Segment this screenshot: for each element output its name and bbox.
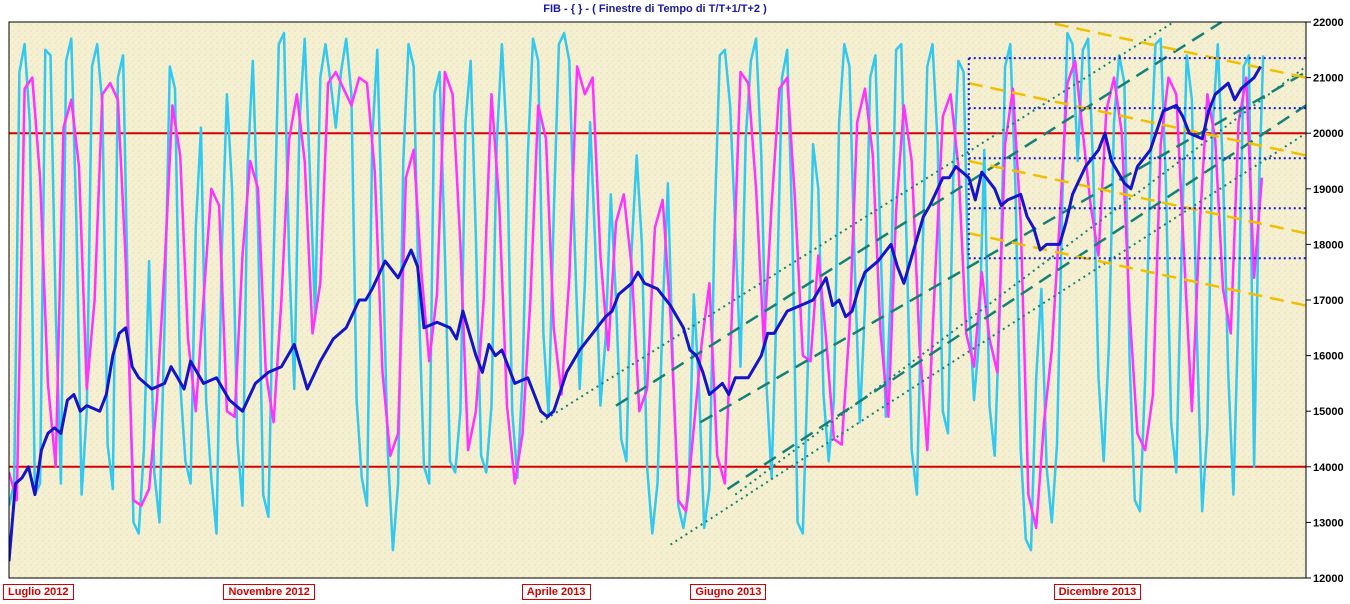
y-tick-label: 14000 [1313, 462, 1344, 474]
y-tick-label: 21000 [1313, 73, 1344, 85]
date-label: Aprile 2013 [521, 584, 591, 600]
y-tick-label: 18000 [1313, 239, 1344, 251]
resistance-line [968, 81, 1306, 157]
date-label: Novembre 2012 [223, 584, 315, 600]
trend-channel-dashed-line [726, 104, 1306, 491]
y-tick-label: 13000 [1313, 517, 1344, 529]
trend-channel-dashed-line [615, 22, 1223, 407]
y-tick-label: 22000 [1313, 17, 1344, 29]
resistance-line [1040, 22, 1306, 79]
magenta-oscillator-line [9, 59, 1264, 530]
date-label: Dicembre 2013 [1053, 584, 1142, 600]
cyan-oscillator-line [9, 31, 1265, 552]
y-tick-label: 19000 [1313, 184, 1344, 196]
trend-channel-dotted-line [540, 22, 1175, 424]
date-label: Luglio 2012 [3, 584, 74, 600]
y-tick-label: 20000 [1313, 128, 1344, 140]
y-tick-label: 12000 [1313, 573, 1344, 585]
trend-channel-dotted-line [669, 132, 1306, 546]
date-label: Giugno 2013 [690, 584, 767, 600]
trend-channel-dotted-line [734, 65, 1306, 496]
resistance-line [968, 159, 1306, 235]
chart-title: FIB - { } - ( Finestre di Tempo di T/T+1… [543, 3, 767, 15]
price-line [9, 65, 1262, 562]
y-tick-label: 17000 [1313, 295, 1344, 307]
y-tick-label: 15000 [1313, 406, 1344, 418]
y-tick-label: 16000 [1313, 351, 1344, 363]
resistance-line [968, 232, 1306, 307]
